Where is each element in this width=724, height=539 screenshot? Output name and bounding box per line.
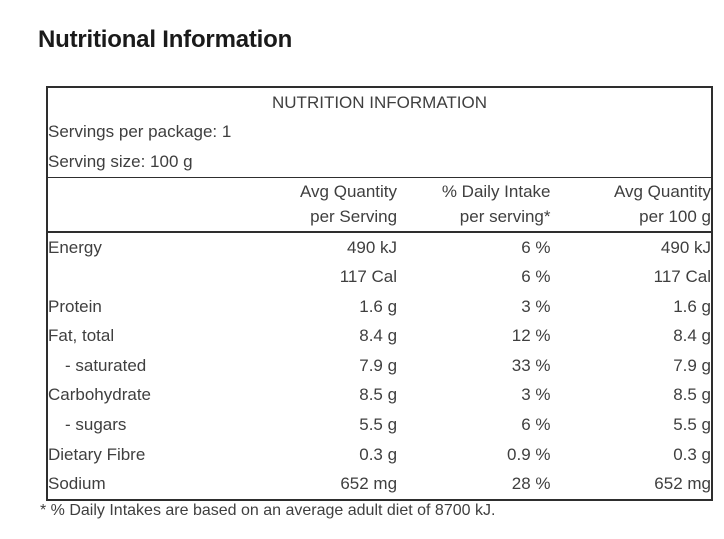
row-per-serving: 8.4 g <box>359 326 398 346</box>
table-title: NUTRITION INFORMATION <box>272 92 487 112</box>
row-per-serving: 117 Cal <box>339 267 398 287</box>
row-label: Carbohydrate <box>48 385 152 405</box>
column-header-line: % Daily Intake <box>441 182 551 202</box>
column-header-line: Avg Quantity <box>613 182 711 202</box>
row-label: - saturated <box>65 355 147 375</box>
servings-per-package: Servings per package: 1 <box>48 122 232 142</box>
table-row-protein: Protein 1.6 g 3 % 1.6 g <box>47 292 712 322</box>
serving-size-row: Serving size: 100 g <box>47 147 712 177</box>
row-label: - sugars <box>65 414 127 434</box>
row-daily-intake: 12 % <box>511 326 551 346</box>
row-per-serving: 0.3 g <box>359 444 398 464</box>
servings-per-package-row: Servings per package: 1 <box>47 118 712 148</box>
column-header-row: Avg Quantity per Serving % Daily Intake … <box>47 176 712 232</box>
row-per-serving: 7.9 g <box>359 355 398 375</box>
daily-intake-footnote: * % Daily Intakes are based on an averag… <box>40 502 496 519</box>
row-per-serving: 8.5 g <box>359 385 398 405</box>
column-header-per-serving: Avg Quantity per Serving <box>275 176 398 232</box>
column-header-line: Avg Quantity <box>300 182 398 202</box>
row-per-100g: 8.4 g <box>673 326 711 346</box>
column-header-blank <box>47 176 276 232</box>
row-label: Dietary Fibre <box>48 444 146 464</box>
row-per-100g: 7.9 g <box>673 355 711 375</box>
nutrition-table: NUTRITION INFORMATION Servings per packa… <box>46 86 713 501</box>
row-per-serving: 1.6 g <box>359 296 398 316</box>
row-daily-intake: 28 % <box>511 474 551 494</box>
table-row-carbohydrate: Carbohydrate 8.5 g 3 % 8.5 g <box>47 381 712 411</box>
table-row-sodium: Sodium 652 mg 28 % 652 mg <box>47 469 712 500</box>
row-daily-intake: 33 % <box>511 355 551 375</box>
table-row-energy: Energy 490 kJ 6 % 490 kJ <box>47 230 712 263</box>
column-header-daily-intake: % Daily Intake per serving* <box>397 176 551 232</box>
row-daily-intake: 3 % <box>521 296 551 316</box>
table-title-row: NUTRITION INFORMATION <box>47 87 712 118</box>
row-per-100g: 490 kJ <box>550 230 712 263</box>
column-header-line: per serving* <box>459 207 551 227</box>
row-per-100g: 652 mg <box>654 474 711 494</box>
row-daily-intake: 6 % <box>521 414 551 434</box>
table-row-saturated: - saturated 7.9 g 33 % 7.9 g <box>47 351 712 381</box>
row-daily-intake: 3 % <box>521 385 551 405</box>
row-per-100g: 117 Cal <box>653 267 711 287</box>
row-per-serving: 490 kJ <box>275 230 398 263</box>
row-label <box>47 262 276 292</box>
row-label: Protein <box>48 296 102 316</box>
table-row-energy-cal: 117 Cal 6 % 117 Cal <box>47 262 712 292</box>
row-per-serving: 5.5 g <box>359 414 398 434</box>
row-per-100g: 0.3 g <box>673 444 711 464</box>
page-title: Nutritional Information <box>38 26 293 53</box>
row-per-100g: 1.6 g <box>673 296 711 316</box>
row-per-serving: 652 mg <box>340 474 398 494</box>
serving-size: Serving size: 100 g <box>48 151 193 171</box>
row-per-100g: 8.5 g <box>673 385 711 405</box>
row-daily-intake: 0.9 % <box>507 444 551 464</box>
row-label: Fat, total <box>48 326 115 346</box>
column-header-line: per 100 g <box>639 207 711 227</box>
row-daily-intake: 6 % <box>397 230 551 263</box>
column-header-line: per Serving <box>310 207 398 227</box>
row-daily-intake: 6 % <box>521 267 551 287</box>
row-label: Energy <box>47 230 276 263</box>
row-per-100g: 5.5 g <box>673 414 711 434</box>
nutrition-panel: NUTRITION INFORMATION Servings per packa… <box>46 86 713 501</box>
table-row-sugars: - sugars 5.5 g 6 % 5.5 g <box>47 410 712 440</box>
row-label: Sodium <box>48 474 106 494</box>
table-row-dietary-fibre: Dietary Fibre 0.3 g 0.9 % 0.3 g <box>47 440 712 470</box>
table-row-fat-total: Fat, total 8.4 g 12 % 8.4 g <box>47 321 712 351</box>
column-header-per-100g: Avg Quantity per 100 g <box>550 176 712 232</box>
